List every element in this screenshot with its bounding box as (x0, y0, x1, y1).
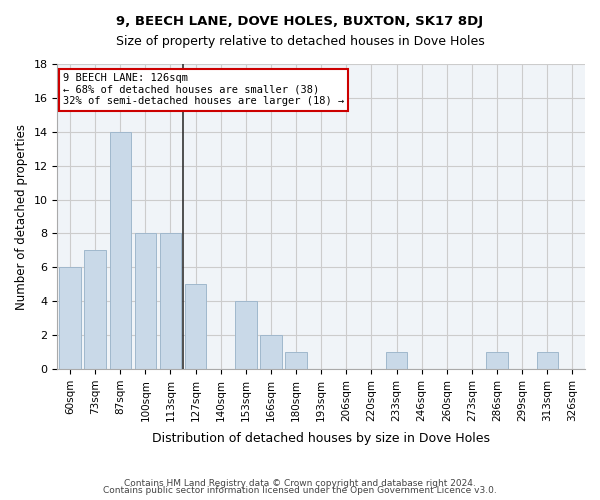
Bar (487, 352, 508, 369)
Bar (85, 250, 106, 369)
Bar (185, 284, 206, 369)
Text: 9, BEECH LANE, DOVE HOLES, BUXTON, SK17 8DJ: 9, BEECH LANE, DOVE HOLES, BUXTON, SK17 … (116, 15, 484, 28)
Bar (235, 302, 257, 369)
Y-axis label: Number of detached properties: Number of detached properties (15, 124, 28, 310)
Bar (386, 352, 407, 369)
X-axis label: Distribution of detached houses by size in Dove Holes: Distribution of detached houses by size … (152, 432, 490, 445)
Text: Contains public sector information licensed under the Open Government Licence v3: Contains public sector information licen… (103, 486, 497, 495)
Bar (286, 352, 307, 369)
Text: Contains HM Land Registry data © Crown copyright and database right 2024.: Contains HM Land Registry data © Crown c… (124, 478, 476, 488)
Bar (59, 268, 80, 369)
Bar (536, 352, 558, 369)
Bar (260, 335, 281, 369)
Text: 9 BEECH LANE: 126sqm
← 68% of detached houses are smaller (38)
32% of semi-detac: 9 BEECH LANE: 126sqm ← 68% of detached h… (62, 73, 344, 106)
Text: Size of property relative to detached houses in Dove Holes: Size of property relative to detached ho… (116, 35, 484, 48)
Bar (160, 234, 181, 369)
Bar (110, 132, 131, 369)
Bar (134, 234, 156, 369)
